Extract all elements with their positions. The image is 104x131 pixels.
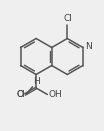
Text: OH: OH <box>49 90 62 99</box>
Text: N: N <box>85 42 92 51</box>
Text: Cl: Cl <box>64 14 73 23</box>
Text: H: H <box>33 77 40 86</box>
Text: Cl: Cl <box>16 90 25 99</box>
Text: O: O <box>16 90 24 99</box>
